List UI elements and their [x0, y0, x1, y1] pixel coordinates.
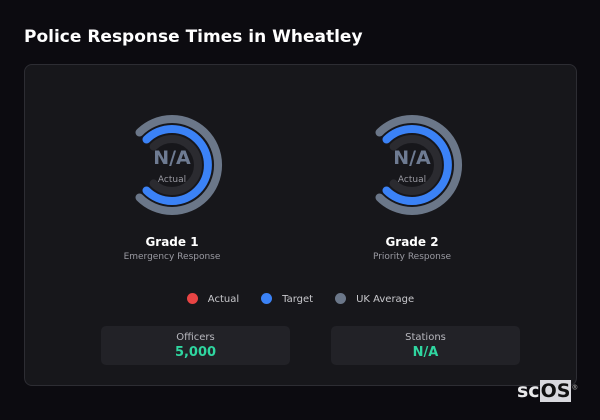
- gauge-description: Priority Response: [372, 252, 452, 262]
- stat-value: 5,000: [174, 345, 217, 360]
- gauge-sublabel: Actual: [397, 175, 427, 185]
- stat-stations: Stations N/A: [331, 326, 520, 365]
- grey-dot-icon: [335, 293, 347, 304]
- legend-item-uk-average: UK Average: [335, 293, 414, 305]
- gauge-value: N/A: [393, 147, 431, 169]
- gauge-value: N/A: [153, 147, 191, 169]
- target-arc: [142, 125, 212, 205]
- stat-label: Officers: [176, 332, 215, 343]
- stat-label: Stations: [405, 332, 446, 343]
- target-arc: [382, 125, 452, 205]
- legend-label: UK Average: [356, 294, 415, 305]
- gauge-description: Emergency Response: [123, 252, 221, 262]
- ring-chart: [135, 115, 222, 215]
- red-dot-icon: [186, 293, 198, 304]
- gauge-name: Grade 2: [385, 235, 439, 249]
- uk-average-arc: [375, 115, 462, 215]
- legend-label: Actual: [207, 294, 240, 305]
- legend-item-actual: Actual: [186, 293, 240, 305]
- uk-average-arc: [135, 115, 222, 215]
- response-card: N/A Actual Grade 1 Emergency Response N/…: [24, 64, 577, 386]
- legend: Actual Target UK Average: [25, 293, 576, 305]
- stat-officers: Officers 5,000: [101, 326, 290, 365]
- scos-logo: scOS®: [517, 380, 579, 402]
- gauge-sublabel: Actual: [157, 175, 187, 185]
- gauge-grade-1: N/A Actual Grade 1 Emergency Response: [102, 105, 242, 262]
- gauge-name: Grade 1: [145, 235, 199, 249]
- stat-value: N/A: [412, 345, 439, 360]
- page-title: Police Response Times in Wheatley: [24, 27, 363, 47]
- actual-track: [149, 135, 202, 195]
- ring-chart: [375, 115, 462, 215]
- legend-label: Target: [282, 294, 314, 305]
- legend-item-target: Target: [261, 293, 313, 305]
- gauge-grade-2: N/A Actual Grade 2 Priority Response: [342, 105, 482, 262]
- blue-dot-icon: [261, 293, 273, 304]
- actual-track: [389, 135, 442, 195]
